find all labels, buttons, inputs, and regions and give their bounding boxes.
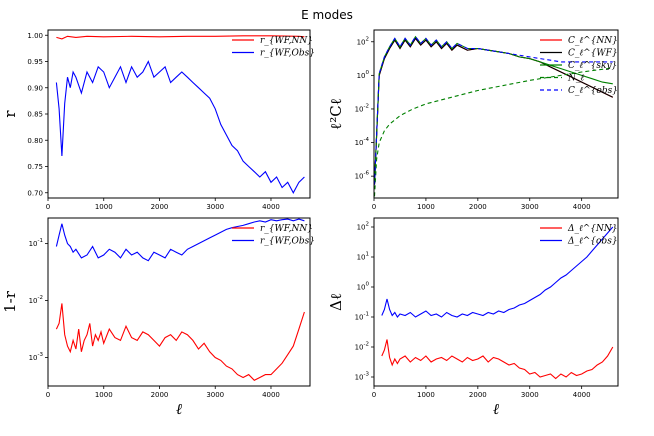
- x-tick-label: 1000: [95, 391, 113, 399]
- figure-title: E modes: [301, 8, 353, 22]
- x-tick-label: 3000: [206, 203, 224, 211]
- legend-label: r_{WF,Obs}: [260, 237, 315, 247]
- x-tick-label: 0: [46, 391, 50, 399]
- legend-label: C_ℓ^{sky}: [568, 61, 617, 71]
- legend-label: Δ_ℓ^{NN}: [567, 224, 618, 234]
- y-tick-exponent: 0: [366, 282, 370, 288]
- y-tick-label: 100: [357, 70, 370, 80]
- y-tick-exponent: -4: [364, 137, 370, 143]
- y-tick-label: 0.80: [27, 137, 43, 145]
- series-line-1: [55, 303, 305, 381]
- y-tick-label: 10-4: [355, 137, 370, 147]
- x-tick-label: 4000: [262, 203, 280, 211]
- y-tick-exponent: -1: [364, 312, 369, 318]
- x-axis-label: ℓ: [493, 400, 499, 418]
- y-tick-exponent: 1: [366, 252, 370, 258]
- x-tick-label: 2000: [151, 391, 169, 399]
- x-tick-label: 3000: [521, 203, 539, 211]
- y-tick-label: 10-1: [355, 312, 369, 322]
- y-tick-exponent: -2: [364, 342, 369, 348]
- y-tick-exponent: 2: [366, 222, 370, 228]
- y-tick-label: 102: [357, 36, 369, 46]
- x-tick-label: 0: [372, 203, 376, 211]
- legend-label: Δ_ℓ^{obs}: [567, 237, 618, 247]
- legend-label: C_ℓ^{NN}: [568, 36, 618, 46]
- x-tick-label: 4000: [573, 203, 591, 211]
- y-tick-label: 0.75: [27, 163, 43, 171]
- series-line-2: [381, 226, 614, 318]
- y-tick-label: 0.95: [27, 58, 43, 66]
- y-tick-label: 0.85: [27, 111, 43, 119]
- y-tick-exponent: -6: [364, 171, 370, 177]
- legend-label: C_ℓ^{obs}: [568, 86, 618, 96]
- y-tick-label: 100: [357, 282, 370, 292]
- series-line-2: [55, 218, 305, 262]
- y-axis-label: Δℓ: [327, 293, 345, 311]
- series-line-2: [55, 60, 305, 194]
- panel-3: 0 1000 2000 3000 4000 10-3 10-2 10-1 1-r ℓ r_{WF,N…: [1, 217, 315, 418]
- legend-label: C_ℓ^{WF}: [568, 49, 618, 59]
- y-axis-label: ℓ²Cℓ: [327, 98, 345, 130]
- y-tick-label: 10-3: [355, 372, 370, 382]
- legend-label: r_{WF,NN}: [260, 36, 313, 46]
- y-tick-label: 0.90: [27, 84, 43, 92]
- y-tick-exponent: 2: [366, 36, 370, 42]
- y-tick-label: 10-6: [355, 171, 370, 181]
- y-tick-exponent: -3: [38, 352, 44, 358]
- y-tick-exponent: -2: [38, 295, 43, 301]
- y-tick-label: 1.00: [27, 32, 43, 40]
- x-tick-label: 1000: [95, 203, 113, 211]
- x-tick-label: 2000: [469, 203, 487, 211]
- y-tick-exponent: -1: [38, 238, 43, 244]
- series-line-1: [56, 35, 305, 40]
- y-tick-exponent: -3: [364, 372, 370, 378]
- x-tick-label: 3000: [521, 391, 539, 399]
- plot-frame: [373, 217, 619, 387]
- x-tick-label: 1000: [417, 203, 435, 211]
- legend-label: N_ℓ: [567, 74, 584, 84]
- series-line-5: [374, 35, 613, 185]
- x-tick-label: 2000: [469, 391, 487, 399]
- legend-label: r_{WF,Obs}: [260, 49, 315, 59]
- y-axis-label: 1-r: [1, 290, 19, 313]
- x-tick-label: 3000: [206, 391, 224, 399]
- y-tick-label: 10-1: [29, 238, 43, 248]
- y-tick-exponent: -2: [364, 103, 369, 109]
- y-axis-label: r: [1, 110, 19, 118]
- y-tick-label: 10-2: [355, 342, 369, 352]
- series-line-2: [374, 37, 614, 185]
- x-tick-label: 1000: [417, 391, 435, 399]
- panel-4: 0 1000 2000 3000 400010-310-210-1100101102Δℓ…: [327, 217, 619, 418]
- y-tick-label: 101: [357, 252, 369, 262]
- x-tick-label: 0: [46, 203, 50, 211]
- panel-2: 0 1000 2000 3000 4000 10-6 10-4 10-2 100 102 ℓ²Cℓ C…: [327, 29, 619, 211]
- plot-frame: [373, 29, 619, 199]
- legend-label: r_{WF,NN}: [260, 224, 313, 234]
- x-tick-label: 4000: [262, 391, 280, 399]
- plot-frame: [47, 217, 311, 387]
- x-tick-label: 4000: [573, 391, 591, 399]
- y-tick-label: 10-2: [29, 295, 43, 305]
- panel-1: 0 1000 2000 3000 4000 0.70 0.75 0.80 0.85 0.90 0.9…: [1, 29, 315, 211]
- x-axis-label: ℓ: [176, 400, 182, 418]
- y-tick-label: 10-2: [355, 103, 369, 113]
- x-tick-label: 0: [372, 391, 376, 399]
- series-line-1: [381, 339, 614, 380]
- y-tick-label: 10-3: [29, 352, 44, 362]
- y-tick-exponent: 0: [366, 70, 370, 76]
- y-tick-label: 0.70: [27, 189, 43, 197]
- x-tick-label: 2000: [151, 203, 169, 211]
- y-tick-label: 102: [357, 222, 369, 232]
